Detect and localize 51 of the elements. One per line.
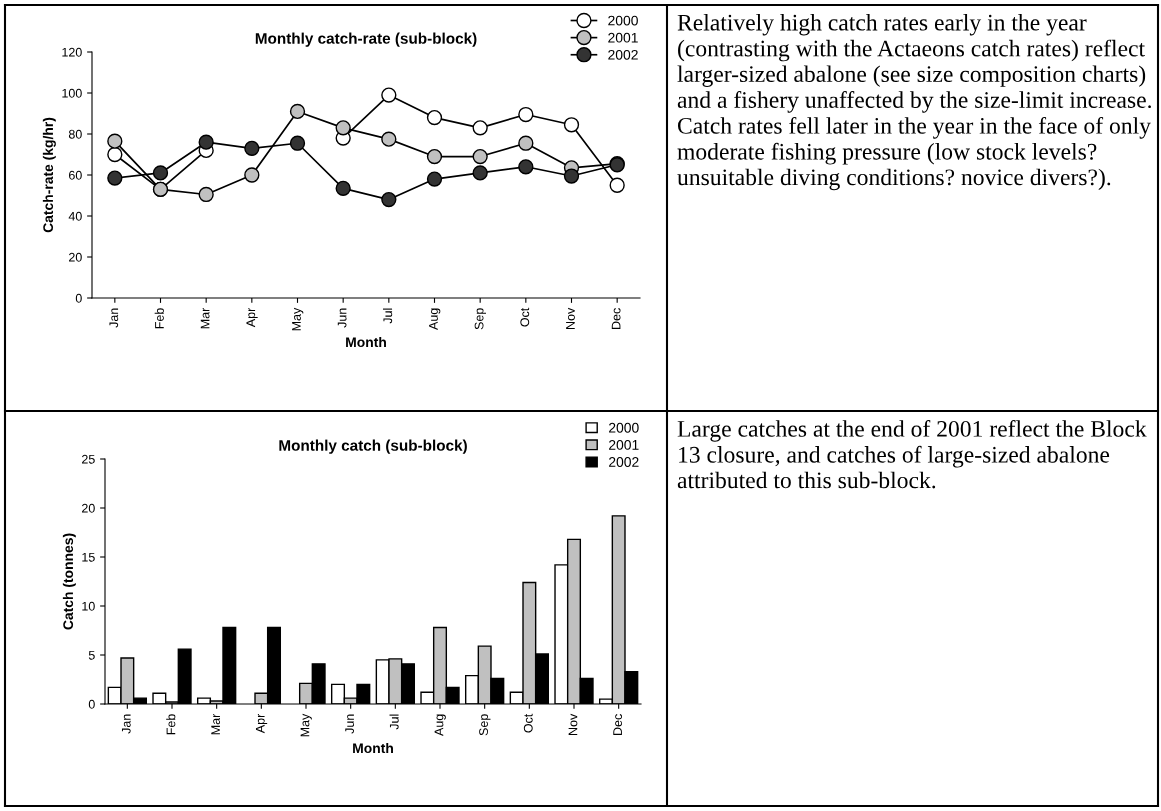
x-tick-label: Apr bbox=[255, 713, 268, 734]
text: Large catches at the end of 2001 reflect the Block 13 closure, and catches of large-sized abalone attributed to this sub-block. bbox=[677, 420, 1147, 489]
x-tick-label: Nov bbox=[566, 307, 575, 329]
y-axis-title: Catch (tonnes) bbox=[62, 533, 76, 630]
legend-label: 2001 bbox=[608, 32, 638, 43]
x-tick-label: Nov bbox=[568, 713, 578, 735]
x-tick-label: Jan bbox=[109, 308, 119, 328]
x-tick-label: Aug bbox=[434, 714, 446, 736]
x-axis-title: Month bbox=[353, 742, 393, 754]
legend-label: 2002 bbox=[608, 49, 638, 60]
x-tick-label: Jul bbox=[389, 714, 399, 730]
y-tick-label: 15 bbox=[82, 552, 95, 562]
x-tick-label: Apr bbox=[246, 307, 258, 328]
y-tick-label: 40 bbox=[68, 211, 82, 221]
y-tick-label: 100 bbox=[62, 88, 82, 98]
x-tick-label: Oct bbox=[523, 713, 533, 733]
legend-label: 2000 bbox=[609, 422, 639, 433]
y-axis-title: Catch-rate (kg/hr) bbox=[42, 117, 56, 233]
x-tick-label: Mar bbox=[211, 713, 221, 735]
y-tick-label: 25 bbox=[82, 454, 95, 464]
text: Relatively high catch rates early in the year (contrasting with the Actaeons catch rates) reflect larger-sized abalone (see size composition charts) and a fishery unaffected by the size-limit increase. Catch rates fell later in the year in the face of only moderate fishing pressure (low stock levels? unsuitable diving conditions? novice divers?). bbox=[677, 14, 1151, 191]
x-tick-label: Aug bbox=[429, 308, 441, 330]
y-tick-label: 0 bbox=[88, 699, 95, 709]
x-tick-label: May bbox=[300, 713, 312, 737]
x-axis-title: Month bbox=[346, 336, 386, 348]
chart-title: Monthly catch-rate (sub-block) bbox=[255, 32, 477, 47]
x-tick-label: Jun bbox=[337, 308, 347, 328]
x-tick-label: Jun bbox=[345, 714, 355, 734]
y-tick-label: 5 bbox=[88, 650, 95, 660]
x-tick-label: Jul bbox=[383, 308, 393, 324]
legend-label: 2000 bbox=[608, 15, 638, 26]
y-tick-label: 120 bbox=[62, 47, 82, 57]
x-tick-label: Feb bbox=[154, 308, 164, 329]
x-tick-label: Oct bbox=[520, 307, 530, 327]
y-tick-label: 0 bbox=[75, 293, 82, 303]
legend-label: 2002 bbox=[609, 457, 639, 467]
x-tick-label: Sep bbox=[479, 714, 491, 736]
y-tick-label: 60 bbox=[69, 170, 82, 180]
x-tick-label: Jan bbox=[121, 714, 131, 734]
x-tick-label: Dec bbox=[611, 308, 621, 329]
legend-label: 2001 bbox=[609, 439, 639, 450]
x-tick-label: Dec bbox=[613, 714, 623, 735]
x-tick-label: May bbox=[292, 307, 304, 331]
x-tick-label: Sep bbox=[474, 308, 486, 330]
x-tick-label: Mar bbox=[200, 307, 210, 329]
chart-title: Monthly catch (sub-block) bbox=[279, 439, 467, 454]
x-tick-label: Feb bbox=[166, 714, 176, 735]
y-tick-label: 20 bbox=[82, 503, 95, 513]
y-tick-label: 10 bbox=[82, 601, 95, 611]
y-tick-label: 80 bbox=[68, 129, 82, 139]
y-tick-label: 20 bbox=[69, 252, 82, 262]
